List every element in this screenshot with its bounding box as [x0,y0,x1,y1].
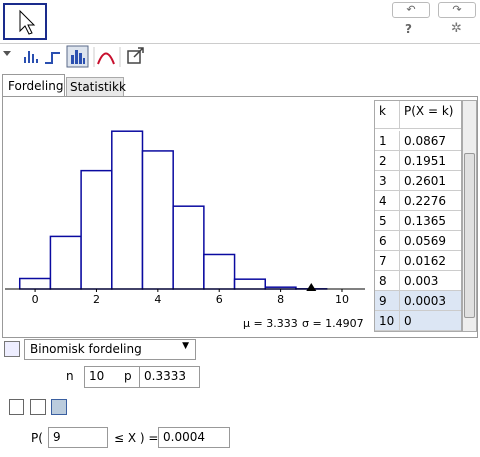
table-cell: 4 [375,191,400,211]
bar [18,277,52,290]
right-sided-button[interactable] [51,399,67,415]
bar [233,278,267,290]
table-cell: 0.2601 [400,171,461,191]
table-cell: 0.0569 [400,231,461,251]
bar [111,130,144,290]
cursor-icon [19,9,36,35]
interval-button[interactable] [30,399,46,415]
settings-button[interactable]: ✲ [451,21,462,36]
n-label: n [66,369,74,383]
bar [141,150,174,290]
table-cell: 0.0003 [400,291,461,311]
distribution-icon [4,341,20,357]
redo-button[interactable]: ↷ [438,2,476,18]
x-tick-label: 4 [154,293,161,306]
prob-prefix: P( [31,431,43,445]
table-header: P(X = k) [400,101,461,129]
table-cell: 5 [375,211,400,231]
undo-button[interactable]: ↶ [392,2,430,18]
distribution-select[interactable]: Binomisk fordeling ▼ [24,339,196,360]
result: 0.0004 [158,427,230,448]
help-button[interactable]: ? [405,22,412,36]
bar [80,169,113,290]
lower-input[interactable]: 9 [48,427,108,448]
table-cell: 0.1951 [400,151,461,171]
x-tick-label: 8 [277,293,284,306]
bar [203,253,236,290]
table-cell: 0.2276 [400,191,461,211]
view-toolbar [3,45,144,68]
n-input[interactable]: 10 [84,366,145,388]
table-cell: 2 [375,151,400,171]
left-sided-button[interactable] [9,399,24,415]
x-tick-label: 2 [93,293,100,306]
mean-label: μ = 3.333 [243,317,298,330]
scrollbar[interactable] [462,100,477,332]
table-cell: 8 [375,271,400,291]
table-header: k [375,101,400,129]
table-cell: 0.0867 [400,131,461,151]
tab[interactable]: Statistikk [66,77,126,97]
table-cell: 9 [375,291,400,311]
table-cell: 7 [375,251,400,271]
x-tick-label: 10 [335,293,349,306]
p-input[interactable]: 0.3333 [139,366,200,388]
sd-label: σ = 1.4907 [302,317,364,330]
prob-middle: ≤ X ) = [114,431,159,445]
select-tool[interactable] [3,3,47,40]
table-cell: 1 [375,131,400,151]
separator [0,43,480,44]
table-cell: 0.1365 [400,211,461,231]
table-cell: 0 [400,311,461,331]
p-label: p [124,369,132,383]
table-cell: 0.0162 [400,251,461,271]
table-cell: 3 [375,171,400,191]
bar [49,235,82,290]
x-tick-label: 6 [216,293,223,306]
tab[interactable]: Fordeling [2,74,65,97]
bar [172,205,205,290]
lower-bound-marker [306,283,317,291]
table-cell: 6 [375,231,400,251]
chart: 0 2 4 6 8 10 μ = 3.333 σ = 1.4907 [5,130,365,330]
table: k P(X = k) 1 0.0867 2 0.1951 3 0.2601 4 0.2276 5 0.… [374,100,462,332]
table-cell: 0.003 [400,271,461,291]
table-cell: 10 [375,311,400,331]
x-tick-label: 0 [32,293,39,306]
